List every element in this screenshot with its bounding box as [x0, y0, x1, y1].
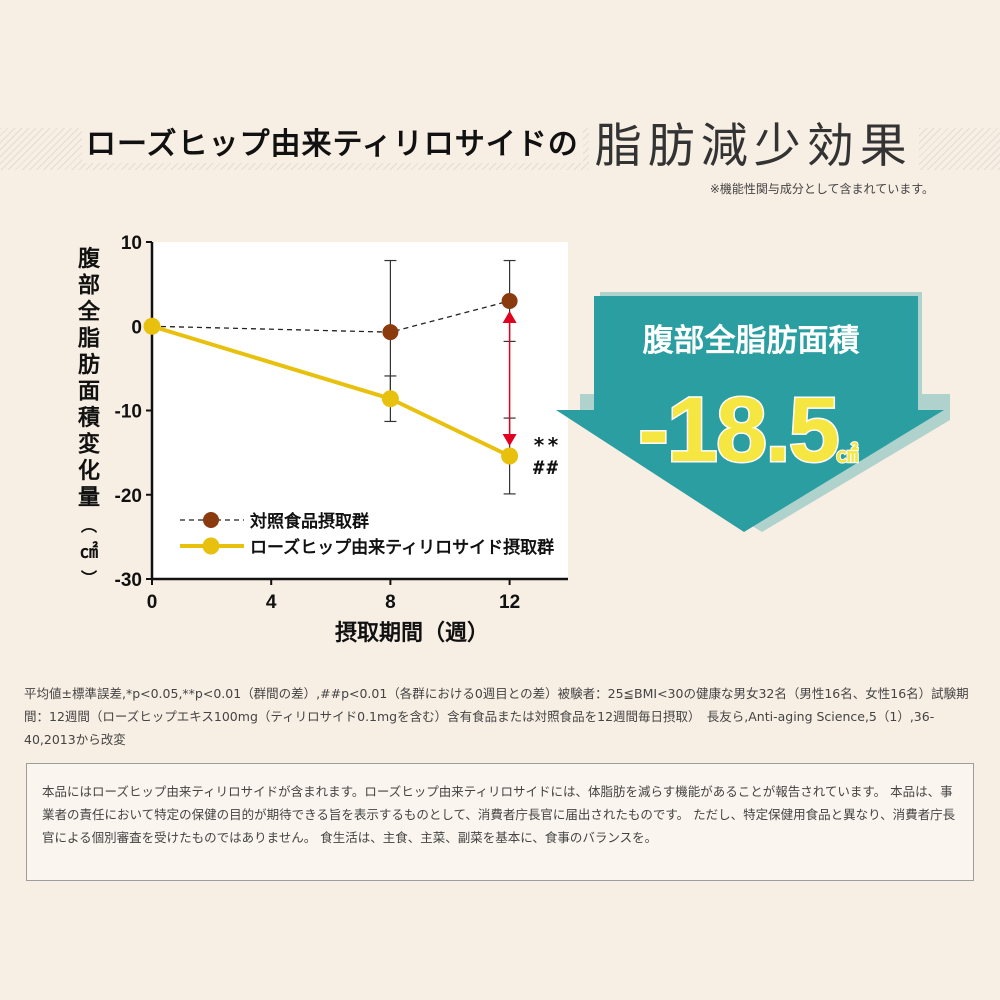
control-point: [382, 324, 399, 341]
plot-area: [152, 242, 568, 579]
y-tick-label: -10: [115, 402, 142, 423]
y-axis-label-char: 量: [78, 485, 100, 510]
y-axis-label-char: 部: [78, 273, 100, 298]
x-tick-label: 4: [266, 592, 277, 613]
difference-arrowhead-down: [502, 433, 517, 446]
y-axis-label-char: 腹: [78, 246, 101, 271]
y-tick-label: -30: [115, 570, 142, 591]
x-tick-label: 8: [385, 592, 396, 613]
legend-control-label: 対照食品摂取群: [249, 511, 369, 531]
ingredient-note: ※機能性関与成分として含まれています。: [709, 182, 934, 196]
y-axis-label-char: 脂: [78, 326, 100, 351]
x-axis-label: 摂取期間（週）: [335, 620, 489, 645]
y-axis-label: 腹部全脂肪面積変化量 ︵ ㎠ ︶: [77, 246, 101, 588]
difference-arrowhead-up: [502, 310, 517, 323]
y-tick-label: 10: [121, 233, 142, 254]
y-axis-label-char: 面: [78, 379, 100, 404]
rosehip-point: [143, 317, 161, 335]
y-axis-label-char: 全: [77, 299, 101, 324]
disclaimer-box: 本品にはローズヒップ由来ティリロサイドが含まれます。ローズヒップ由来ティリロサイ…: [26, 763, 974, 881]
legend-rosehip-label: ローズヒップ由来ティリロサイド摂取群: [250, 537, 554, 557]
title-main: ローズヒップ由来ティリロサイドの: [82, 119, 583, 163]
y-axis-label-char: 肪: [78, 352, 100, 377]
rosehip-point: [381, 390, 399, 408]
legend-control-marker: [203, 512, 219, 528]
control-point: [501, 292, 518, 309]
footnote: 平均値±標準誤差,*p<0.05,**p<0.01（群間の差）,##p<0.01…: [24, 686, 969, 747]
y-axis-label-char: ㎠: [80, 541, 98, 562]
significance-hash: ##: [533, 457, 560, 479]
chart: 100-10-20-300 4 8 12 **## 対照食品摂取群ローズヒップ由来ティ…: [77, 233, 950, 645]
callout-arrow: [556, 292, 950, 532]
y-axis-label-char: ︵: [81, 518, 97, 535]
y-tick-label: -20: [115, 486, 142, 507]
y-axis-label-char: 化: [78, 458, 100, 483]
y-tick-label: 0: [131, 317, 142, 338]
callout-label: 腹部全脂肪面積: [643, 323, 860, 358]
y-axis-label-char: ︶: [81, 569, 97, 588]
x-tick-label: 12: [499, 592, 520, 613]
title-accent: 脂肪減少効果: [588, 106, 919, 176]
x-tick-label: 0: [147, 592, 158, 613]
page-title: ローズヒップ由来ティリロサイドの 脂肪減少効果: [82, 106, 919, 176]
callout-unit: ㎠: [836, 442, 858, 467]
y-axis-label-char: 積: [78, 405, 101, 430]
legend-rosehip-marker: [202, 537, 220, 555]
y-axis-label-char: 変: [78, 432, 100, 457]
significance-star: **: [533, 433, 561, 457]
callout-value: -18.5: [638, 379, 838, 481]
rosehip-point: [501, 447, 519, 465]
